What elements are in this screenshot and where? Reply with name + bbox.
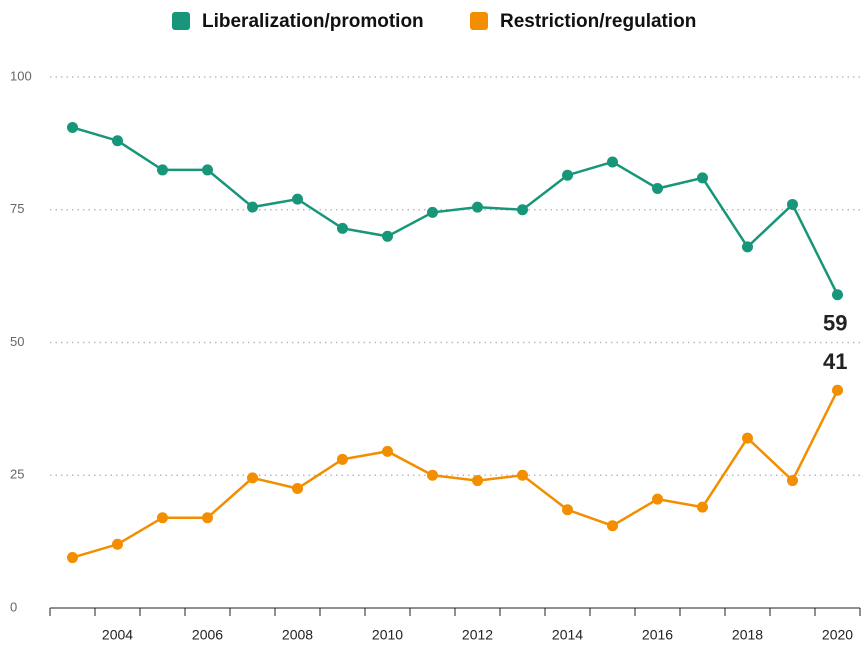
end-label: 41 <box>823 349 847 374</box>
x-tick-label: 2010 <box>372 627 403 643</box>
x-tick-label: 2004 <box>102 627 133 643</box>
data-point <box>787 475 798 487</box>
data-point <box>337 453 348 465</box>
data-point <box>202 164 213 176</box>
y-tick-label: 100 <box>10 68 32 83</box>
data-point <box>382 230 393 242</box>
data-point <box>427 206 438 218</box>
data-point <box>517 469 528 481</box>
data-point <box>562 169 573 181</box>
data-point <box>697 172 708 184</box>
data-point <box>517 204 528 216</box>
x-tick-label: 2014 <box>552 627 583 643</box>
data-point <box>472 475 483 487</box>
data-point <box>742 432 753 444</box>
data-point <box>292 193 303 205</box>
data-point <box>157 164 168 176</box>
data-point <box>787 198 798 210</box>
data-point <box>607 156 618 168</box>
data-point <box>697 501 708 513</box>
data-point <box>607 520 618 532</box>
data-point <box>112 538 123 550</box>
data-point <box>562 504 573 516</box>
data-point <box>157 512 168 524</box>
data-point <box>427 469 438 481</box>
legend-label: Liberalization/promotion <box>202 11 424 32</box>
data-point <box>67 121 78 133</box>
data-point <box>67 552 78 564</box>
data-point <box>742 241 753 253</box>
y-tick-label: 25 <box>10 467 24 482</box>
y-tick-label: 75 <box>10 201 24 216</box>
series-line <box>72 389 839 559</box>
legend-swatch <box>470 12 488 30</box>
y-tick-label: 0 <box>10 599 17 614</box>
data-point <box>472 201 483 213</box>
x-tick-label: 2006 <box>192 627 223 643</box>
data-point <box>247 201 258 213</box>
data-point <box>652 493 663 505</box>
x-tick-label: 2018 <box>732 627 763 643</box>
data-point <box>652 183 663 195</box>
data-point <box>832 384 843 396</box>
end-label: 59 <box>823 311 847 336</box>
data-point <box>382 445 393 457</box>
x-tick-label: 2020 <box>822 627 853 643</box>
x-tick-label: 2012 <box>462 627 493 643</box>
x-tick-label: 2008 <box>282 627 313 643</box>
data-point <box>112 135 123 147</box>
data-point <box>832 289 843 301</box>
series-line <box>72 126 839 296</box>
x-tick-label: 2016 <box>642 627 673 643</box>
legend-label: Restriction/regulation <box>500 11 696 32</box>
data-point <box>202 512 213 524</box>
y-tick-label: 50 <box>10 334 24 349</box>
data-point <box>292 483 303 495</box>
legend-swatch <box>172 12 190 30</box>
data-point <box>337 222 348 234</box>
data-point <box>247 472 258 484</box>
